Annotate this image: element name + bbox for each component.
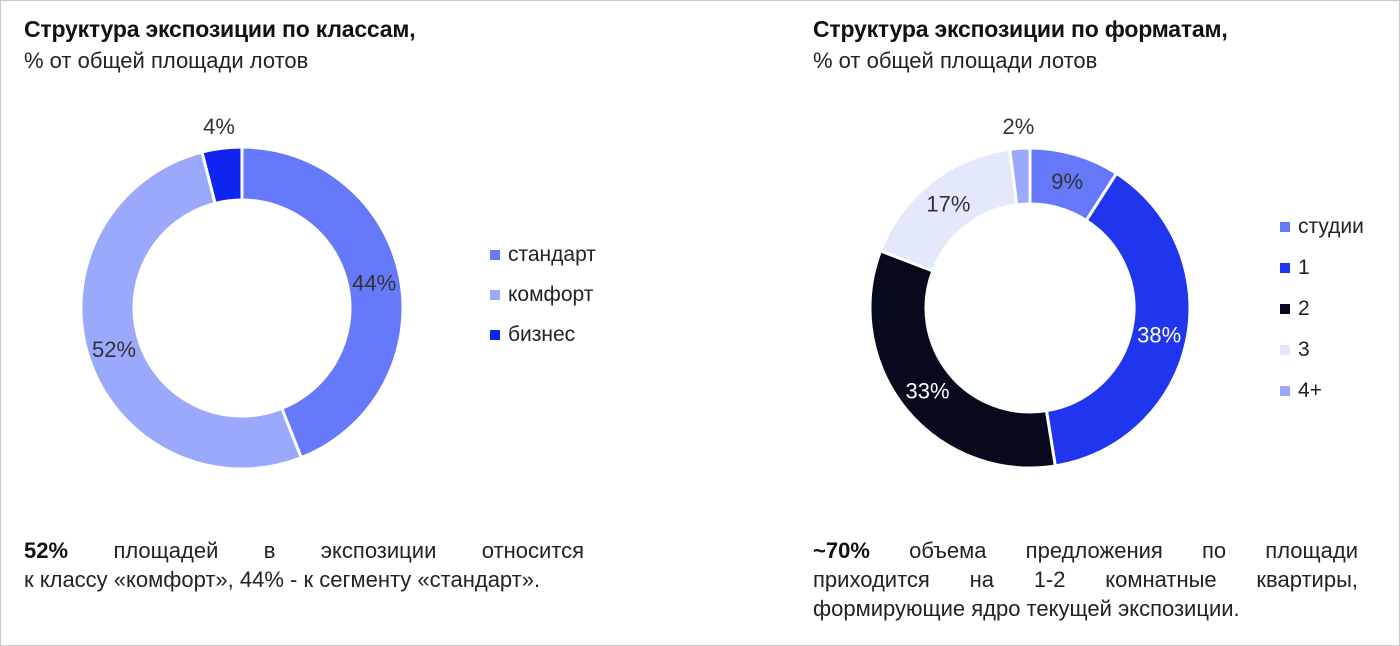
legend-item-1: 1 bbox=[1280, 256, 1310, 280]
legend-swatch bbox=[490, 290, 500, 300]
legend-item-standart: стандарт bbox=[490, 243, 596, 267]
slice-standart bbox=[240, 145, 405, 460]
note-highlight: 52% bbox=[24, 538, 69, 563]
data-label-biznes: 4% bbox=[203, 114, 235, 139]
legend-label: комфорт bbox=[508, 283, 594, 306]
data-label-2: 33% bbox=[906, 379, 950, 404]
legend-label: студии bbox=[1298, 215, 1364, 238]
format-structure-panel: Структура экспозиции по форматам, % от о… bbox=[700, 0, 1400, 646]
legend-label: 2 bbox=[1298, 297, 1310, 320]
legend-label: 3 bbox=[1298, 338, 1310, 361]
chart-subtitle: % от общей площади лотов bbox=[813, 48, 1098, 73]
legend-item-3: 3 bbox=[1280, 338, 1310, 362]
legend-item-biznes: бизнес bbox=[490, 323, 575, 347]
note-text: площадей в экспозиции относится bbox=[113, 538, 584, 563]
slice-4-plus bbox=[1008, 146, 1032, 207]
chart-title: Структура экспозиции по форматам, bbox=[813, 16, 1228, 42]
legend-item-4-plus: 4+ bbox=[1280, 379, 1322, 403]
note-text: объема предложения по площади bbox=[909, 538, 1358, 563]
note-line: формирующие ядро текущей экспозиции. bbox=[813, 596, 1240, 621]
data-label-1: 38% bbox=[1137, 323, 1181, 348]
format-summary-note: ~70% объема предложения по площади прихо… bbox=[813, 536, 1358, 623]
legend-swatch bbox=[490, 330, 500, 340]
legend-item-komfort: комфорт bbox=[490, 283, 593, 307]
data-label-studii: 9% bbox=[1051, 169, 1083, 194]
class-summary-note: 52% площадей в экспозиции относится к кл… bbox=[24, 536, 584, 594]
data-label-3: 17% bbox=[926, 192, 970, 217]
legend-swatch bbox=[1280, 263, 1290, 273]
note-line: 52% площадей в экспозиции относится bbox=[24, 536, 584, 565]
legend-label: стандарт bbox=[508, 243, 596, 266]
note-line: к классу «комфорт», 44% - к сегменту «ст… bbox=[24, 567, 541, 592]
legend-item-studii: студии bbox=[1280, 215, 1364, 239]
chart-title: Структура экспозиции по классам, bbox=[24, 16, 416, 42]
legend-item-2: 2 bbox=[1280, 297, 1310, 321]
legend-swatch bbox=[490, 250, 500, 260]
note-line: ~70% объема предложения по площади bbox=[813, 536, 1358, 565]
legend-label: 1 bbox=[1298, 256, 1310, 279]
slice-2 bbox=[868, 248, 1057, 470]
legend-swatch bbox=[1280, 386, 1290, 396]
data-label-standart: 44% bbox=[352, 270, 396, 295]
format-donut-chart: 9% 38% 33% 17% 2% bbox=[868, 114, 1192, 470]
note-line: приходится на 1-2 комнатные квартиры, bbox=[813, 567, 1358, 592]
class-donut-chart: 44% 52% 4% bbox=[79, 114, 405, 471]
data-label-4-plus: 2% bbox=[1003, 114, 1035, 139]
slice-1 bbox=[1044, 171, 1192, 468]
slice-komfort bbox=[79, 150, 304, 471]
data-label-komfort: 52% bbox=[92, 337, 136, 362]
legend-label: 4+ bbox=[1298, 379, 1322, 402]
legend-swatch bbox=[1280, 304, 1290, 314]
slice-biznes bbox=[200, 145, 244, 206]
legend-swatch bbox=[1280, 345, 1290, 355]
note-highlight: ~70% bbox=[813, 538, 870, 563]
legend-swatch bbox=[1280, 222, 1290, 232]
legend-label: бизнес bbox=[508, 323, 576, 346]
chart-subtitle: % от общей площади лотов bbox=[24, 48, 309, 73]
class-structure-panel: Структура экспозиции по классам, % от об… bbox=[24, 16, 596, 594]
